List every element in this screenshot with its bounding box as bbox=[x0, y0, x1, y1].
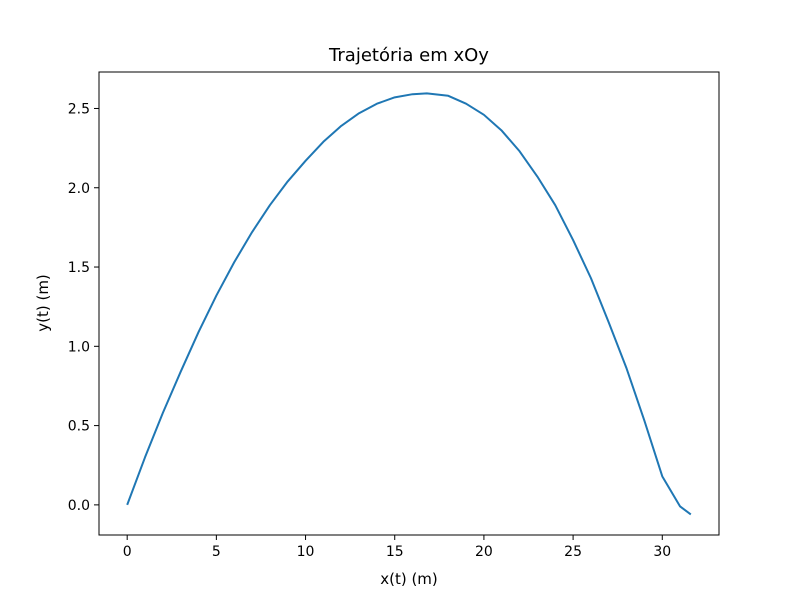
x-tick-label: 20 bbox=[475, 544, 493, 560]
y-tick-label: 0.5 bbox=[68, 419, 90, 435]
x-tick-label: 5 bbox=[212, 544, 221, 560]
x-tick-label: 10 bbox=[297, 544, 315, 560]
y-tick-label: 2.0 bbox=[68, 181, 90, 197]
x-axis-title: x(t) (m) bbox=[380, 570, 438, 588]
series-line-0 bbox=[126, 92, 692, 516]
axes-frame bbox=[98, 71, 720, 536]
x-tick-label: 0 bbox=[123, 544, 132, 560]
x-tick-label: 30 bbox=[653, 544, 671, 560]
y-tick-label: 1.0 bbox=[68, 339, 90, 355]
y-tick-label: 1.5 bbox=[68, 260, 90, 276]
chart-title: Trajetória em xOy bbox=[328, 45, 489, 66]
y-tick-label: 2.5 bbox=[68, 101, 90, 117]
y-tick-label: 0.0 bbox=[68, 498, 90, 514]
y-axis-title: y(t) (m) bbox=[34, 274, 52, 332]
plot-area: 0 5 10 15 20 25 30 0.0 0.5 1.0 1.5 2.0 2.5 bbox=[68, 71, 720, 560]
x-tick-label: 25 bbox=[564, 544, 582, 560]
x-tick-label: 15 bbox=[386, 544, 404, 560]
